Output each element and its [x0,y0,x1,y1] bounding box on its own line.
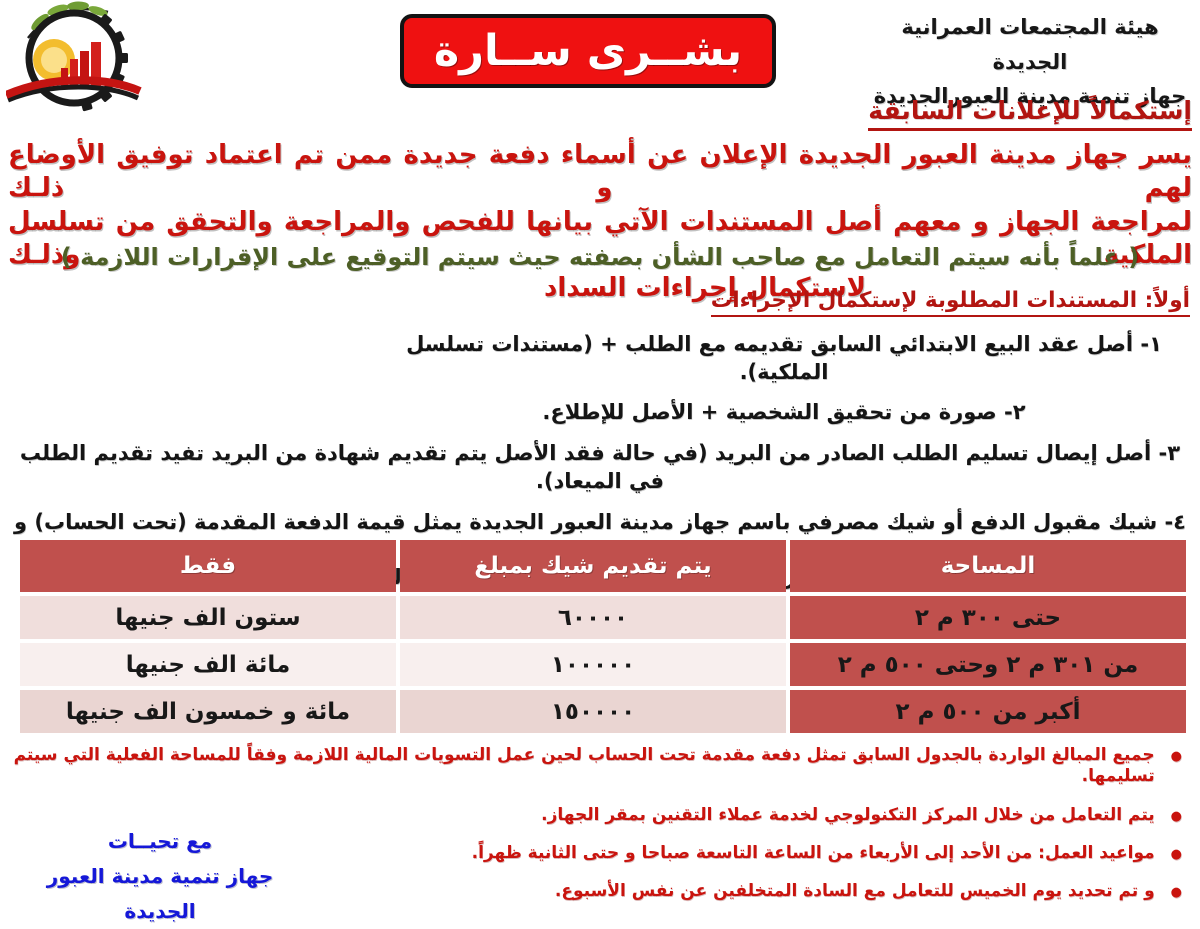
documents-list: ١- أصل عقد البيع الابتدائي السابق تقديمه… [8,331,1192,605]
footer-notes: ● جميع المبالغ الواردة بالجدول السابق تم… [10,745,1182,919]
area-payment-table: المساحة يتم تقديم شيك بمبلغ فقط حتى ٣٠٠ … [16,536,1190,737]
list-item-4-line-1: ٤- شيك مقبول الدفع أو شيك مصرفي باسم جها… [14,509,1186,562]
note-item: ● مواعيد العمل: من الأحد إلى الأربعاء من… [10,843,1182,864]
table-row: من ٣٠١ م ٢ وحتى ٥٠٠ م ٢ ١٠٠٠٠٠ مائة الف … [20,643,1186,686]
note-text: مواعيد العمل: من الأحد إلى الأربعاء من ا… [471,842,1155,863]
table-row: حتى ٣٠٠ م ٢ ٦٠٠٠٠ ستون الف جنيها [20,596,1186,639]
note-item: ● يتم التعامل من خلال المركز التكنولوجي … [10,805,1182,826]
signature-block: مع تحيــات جهاز تنمية مدينة العبور الجدي… [10,824,310,929]
note-text: جميع المبالغ الواردة بالجدول السابق تمثل… [13,745,1155,787]
bullet-icon: ● [1170,846,1182,862]
area-cell: حتى ٣٠٠ م ٢ [790,596,1186,639]
list-item-3: ٣- أصل إيصال تسليم الطلب الصادر من البري… [19,441,1181,493]
intro-paragraph: يسر جهاز مدينة العبور الجديدة الإعلان عن… [8,139,1192,305]
agency-logo: مدينة العبور الجديدة [2,0,142,114]
table-row: أكبر من ٥٠٠ م ٢ ١٥٠٠٠٠ مائة و خمسون الف … [20,690,1186,733]
authority-name: هيئة المجتمعات العمرانية الجديدة [901,15,1159,74]
amount-words-cell: مائة الف جنيها [20,643,396,686]
amount-words-cell: ستون الف جنيها [20,596,396,639]
banner-text: بشــرى ســارة [433,26,743,76]
column-header-check-amount: يتم تقديم شيك بمبلغ [400,540,786,592]
note-text: يتم التعامل من خلال المركز التكنولوجي لخ… [541,804,1155,825]
intro-line-3: لاستكمال إجراءات السداد [544,273,866,304]
good-news-banner: بشــرى ســارة [400,14,776,88]
agency-name: جهاز تنمية مدينة العبورالجديدة [873,84,1187,109]
signature-greeting: مع تحيــات [107,829,213,853]
note-text: و تم تحديد يوم الخميس للتعامل مع السادة … [554,881,1155,901]
amount-cell: ١٠٠٠٠٠ [400,643,786,686]
area-cell: من ٣٠١ م ٢ وحتى ٥٠٠ م ٢ [790,643,1186,686]
green-note: ( علماً بأنه سيتم التعامل مع صاحب الشأن … [60,243,1140,271]
note-item: ● و تم تحديد يوم الخميس للتعامل مع الساد… [10,881,1182,902]
svg-text:مدينة العبور الجديدة: مدينة العبور الجديدة [6,0,10,1]
logo-arc-text: مدينة العبور الجديدة [2,0,10,1]
list-item-2: ٢- صورة من تحقيق الشخصية + الأصل للإطلاع… [542,400,1026,425]
obour-city-logo-graphic: مدينة العبور الجديدة [2,0,142,112]
bullet-icon: ● [1170,808,1182,824]
page-title: إستكمالاً للإعلانات السابقة [868,96,1192,131]
amount-cell: ٦٠٠٠٠ [400,596,786,639]
intro-line-2: لمراجعة الجهاز و معهم أصل المستندات الآت… [8,206,1192,270]
list-item-1: ١- أصل عقد البيع الابتدائي السابق تقديمه… [406,332,1162,384]
note-item: ● جميع المبالغ الواردة بالجدول السابق تم… [10,745,1182,788]
signature-agency: جهاز تنمية مدينة العبور الجديدة [46,864,274,923]
bullet-icon: ● [1170,749,1182,764]
intro-line-1: يسر جهاز مدينة العبور الجديدة الإعلان عن… [8,140,1192,204]
amount-cell: ١٥٠٠٠٠ [400,690,786,733]
table-header-row: المساحة يتم تقديم شيك بمبلغ فقط [20,540,1186,592]
column-header-only: فقط [20,540,396,592]
amount-words-cell: مائة و خمسون الف جنيها [20,690,396,733]
column-header-area: المساحة [790,540,1186,592]
area-cell: أكبر من ٥٠٠ م ٢ [790,690,1186,733]
bullet-icon: ● [1170,885,1182,900]
authority-header: هيئة المجتمعات العمرانية الجديدة جهاز تن… [862,10,1198,114]
section-heading: أولاً: المستندات المطلوبة لإستكمال الإجر… [710,288,1190,317]
